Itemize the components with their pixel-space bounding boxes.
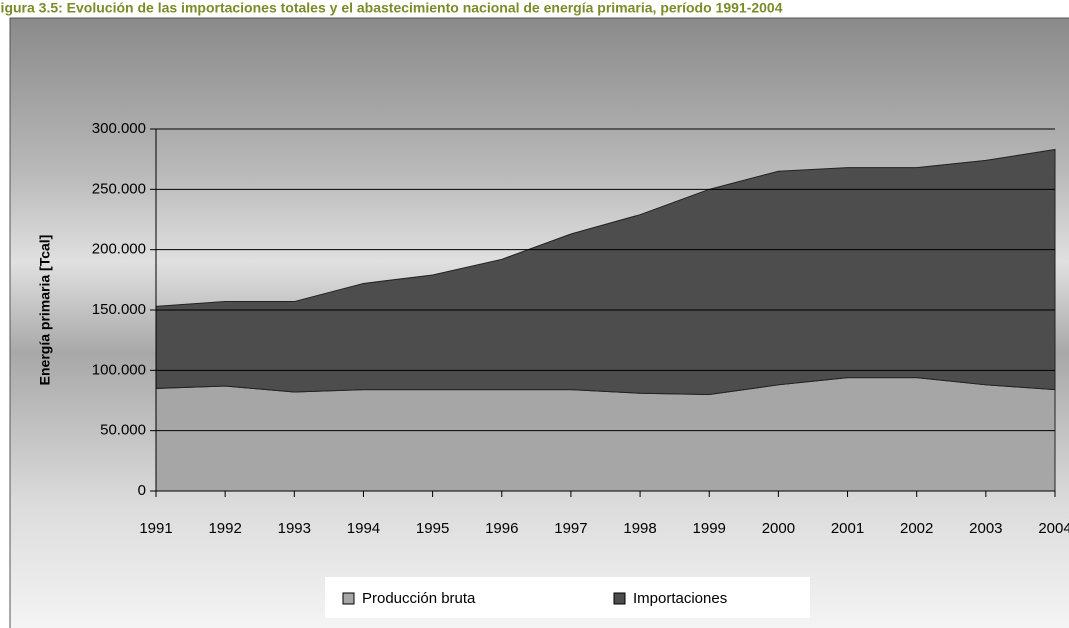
header-bg <box>0 0 1069 18</box>
y-tick-label: 50.000 <box>100 422 146 439</box>
y-tick-label: 150.000 <box>92 301 146 318</box>
x-tick-label: 2003 <box>969 520 1002 537</box>
y-tick-label: 0 <box>138 482 146 499</box>
y-tick-label: 100.000 <box>92 361 146 378</box>
y-tick-label: 250.000 <box>92 180 146 197</box>
y-tick-label: 300.000 <box>92 120 146 137</box>
area <box>155 148 1056 395</box>
x-tick-label: 1996 <box>485 520 518 537</box>
x-tick-label: 1997 <box>554 520 587 537</box>
x-tick-label: 1993 <box>278 520 311 537</box>
x-tick-label: 1992 <box>208 520 241 537</box>
x-tick-label: 1998 <box>623 520 656 537</box>
x-tick-label: 1995 <box>416 520 449 537</box>
x-tick-label: 2002 <box>900 520 933 537</box>
chart-title: Figura 3.5: Evolución de las importacion… <box>0 0 783 16</box>
chart-border <box>9 17 1069 628</box>
legend-label: Importaciones <box>633 590 727 607</box>
y-tick-label: 200.000 <box>92 241 146 258</box>
x-tick-label: 1999 <box>693 520 726 537</box>
legend <box>325 577 810 618</box>
x-tick-label: 1994 <box>347 520 380 537</box>
x-tick-label: 2001 <box>831 520 864 537</box>
area <box>155 377 1056 492</box>
legend-swatch <box>342 592 355 605</box>
x-tick-label: 2000 <box>762 520 795 537</box>
x-tick-label: 2004 <box>1038 520 1069 537</box>
x-tick-label: 1991 <box>139 520 172 537</box>
y-axis-label: Energía primaria [Tcal] <box>37 235 53 386</box>
legend-swatch <box>613 592 626 605</box>
legend-label: Producción bruta <box>362 590 476 607</box>
